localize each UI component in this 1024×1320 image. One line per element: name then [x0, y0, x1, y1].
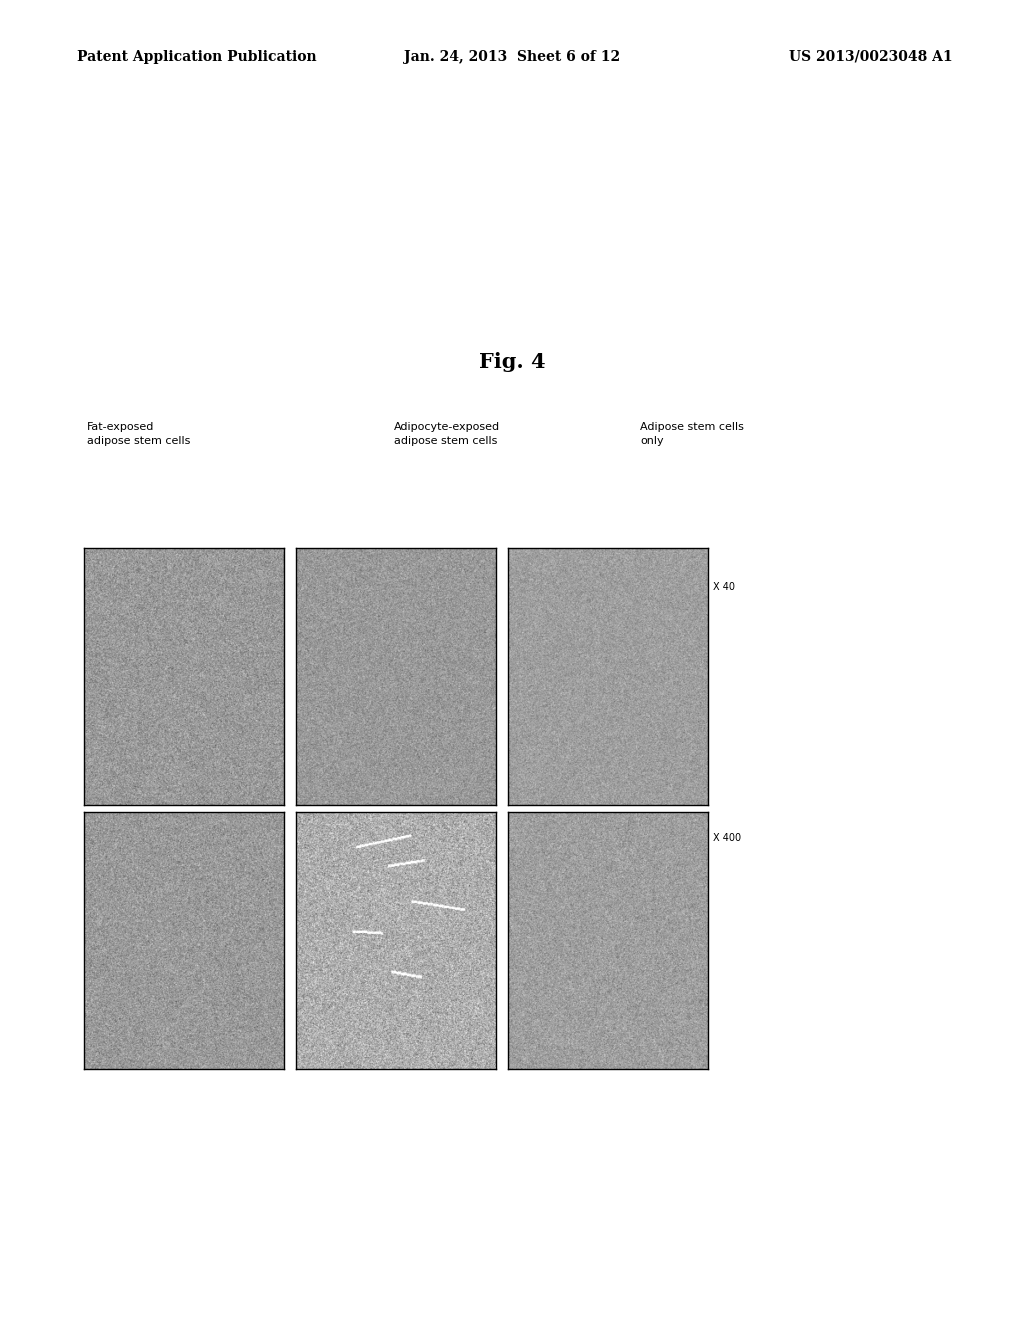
Text: Jan. 24, 2013  Sheet 6 of 12: Jan. 24, 2013 Sheet 6 of 12 [403, 50, 621, 63]
Text: Adipose stem cells
only: Adipose stem cells only [640, 422, 743, 446]
Text: Fig. 4: Fig. 4 [478, 351, 546, 372]
Text: X 400: X 400 [713, 833, 740, 843]
Text: Adipocyte-exposed
adipose stem cells: Adipocyte-exposed adipose stem cells [394, 422, 501, 446]
Text: US 2013/0023048 A1: US 2013/0023048 A1 [788, 50, 952, 63]
Text: Patent Application Publication: Patent Application Publication [77, 50, 316, 63]
Text: X 40: X 40 [713, 582, 734, 593]
Text: Fat-exposed
adipose stem cells: Fat-exposed adipose stem cells [87, 422, 190, 446]
